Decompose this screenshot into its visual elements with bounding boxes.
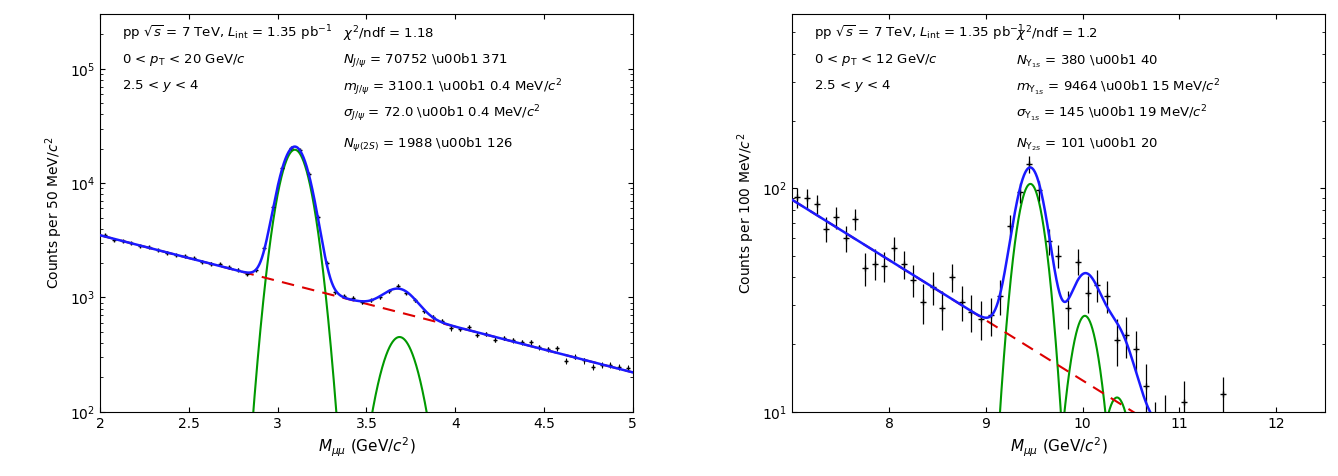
Text: $N_{\psi(2S)}$ = 1988 \u00b1 126: $N_{\psi(2S)}$ = 1988 \u00b1 126	[343, 136, 512, 153]
Y-axis label: Counts per 100 MeV/$c^{2}$: Counts per 100 MeV/$c^{2}$	[736, 132, 757, 294]
Text: $N_{\Upsilon_{2S}}$ = 101 \u00b1 20: $N_{\Upsilon_{2S}}$ = 101 \u00b1 20	[1016, 136, 1159, 153]
Text: $\sigma_{\Upsilon_{1S}}$ = 145 \u00b1 19 MeV/$c^{2}$: $\sigma_{\Upsilon_{1S}}$ = 145 \u00b1 19…	[1016, 104, 1208, 124]
Text: 2.5 < $y$ < 4: 2.5 < $y$ < 4	[122, 78, 199, 94]
Text: pp $\sqrt{s}$ = 7 TeV, $L_{\rm int}$ = 1.35 pb$^{-1}$: pp $\sqrt{s}$ = 7 TeV, $L_{\rm int}$ = 1…	[814, 24, 1024, 43]
Text: 0 < $p_{\rm T}$ < 20 GeV/$c$: 0 < $p_{\rm T}$ < 20 GeV/$c$	[122, 52, 246, 68]
Text: $\sigma_{J/\psi}$ = 72.0 \u00b1 0.4 MeV/$c^{2}$: $\sigma_{J/\psi}$ = 72.0 \u00b1 0.4 MeV/…	[343, 104, 541, 124]
X-axis label: $M_{\mu\mu}$ (GeV/$c^{2}$): $M_{\mu\mu}$ (GeV/$c^{2}$)	[1010, 436, 1108, 459]
Text: 0 < $p_{\rm T}$ < 12 GeV/$c$: 0 < $p_{\rm T}$ < 12 GeV/$c$	[814, 52, 938, 68]
Text: $N_{J/\psi}$ = 70752 \u00b1 371: $N_{J/\psi}$ = 70752 \u00b1 371	[343, 52, 507, 70]
Text: $m_{\Upsilon_{1S}}$ = 9464 \u00b1 15 MeV/$c^{2}$: $m_{\Upsilon_{1S}}$ = 9464 \u00b1 15 MeV…	[1016, 78, 1220, 98]
Text: $\chi^{2}$/ndf = 1.18: $\chi^{2}$/ndf = 1.18	[343, 24, 434, 44]
Y-axis label: Counts per 50 MeV/$c^{2}$: Counts per 50 MeV/$c^{2}$	[43, 137, 64, 289]
Text: 2.5 < $y$ < 4: 2.5 < $y$ < 4	[814, 78, 891, 94]
Text: $\chi^{2}$/ndf = 1.2: $\chi^{2}$/ndf = 1.2	[1016, 24, 1097, 44]
Text: $N_{\Upsilon_{1S}}$ = 380 \u00b1 40: $N_{\Upsilon_{1S}}$ = 380 \u00b1 40	[1016, 52, 1159, 69]
Text: pp $\sqrt{s}$ = 7 TeV, $L_{\rm int}$ = 1.35 pb$^{-1}$: pp $\sqrt{s}$ = 7 TeV, $L_{\rm int}$ = 1…	[122, 24, 332, 43]
Text: $m_{J/\psi}$ = 3100.1 \u00b1 0.4 MeV/$c^{2}$: $m_{J/\psi}$ = 3100.1 \u00b1 0.4 MeV/$c^…	[343, 78, 562, 99]
X-axis label: $M_{\mu\mu}$ (GeV/$c^{2}$): $M_{\mu\mu}$ (GeV/$c^{2}$)	[317, 436, 415, 459]
